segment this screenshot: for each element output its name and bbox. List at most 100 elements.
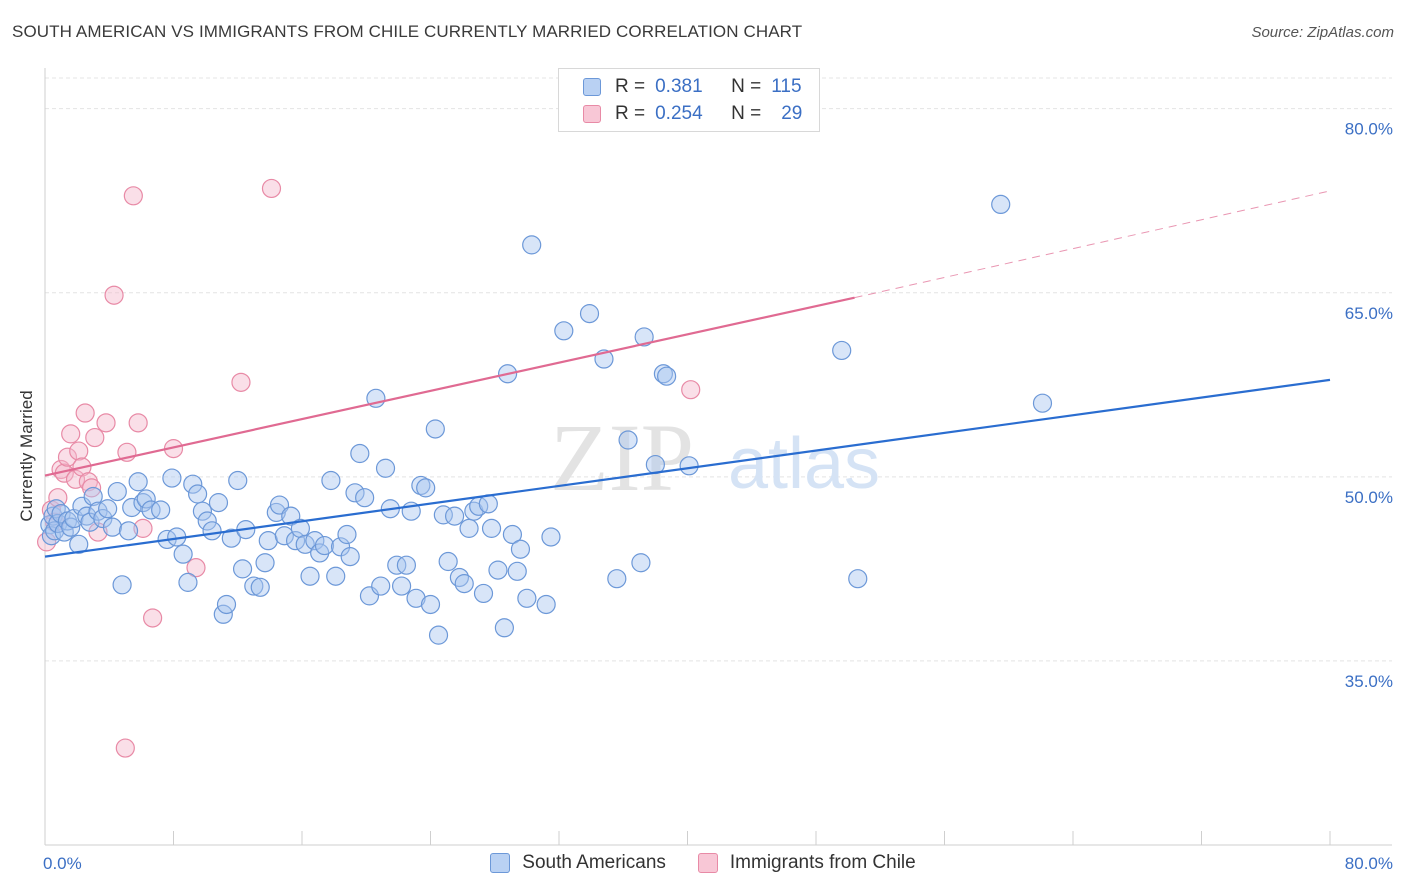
point-chile [186, 558, 206, 578]
point-south-american [197, 511, 217, 531]
point-south-american [98, 499, 118, 519]
point-south-american [420, 594, 441, 615]
point-chile [69, 441, 89, 461]
point-chile [123, 186, 143, 206]
point-south-american [510, 539, 531, 559]
x-tick-label: 80.0% [1345, 854, 1393, 873]
legend-label-south-americans: South Americans [522, 852, 666, 873]
y-tick-label: 80.0% [1345, 120, 1393, 139]
chart-source: Source: ZipAtlas.com [1251, 24, 1394, 41]
point-south-american [345, 483, 365, 503]
point-south-american [83, 486, 103, 507]
point-chile [133, 518, 153, 538]
point-south-american [285, 531, 306, 551]
point-chile [143, 608, 163, 628]
point-south-american [80, 512, 100, 532]
point-south-american [107, 481, 127, 502]
point-south-american [371, 576, 391, 596]
legend-row-south-americans: R = 0.381 N = 115 [583, 75, 806, 99]
trend-line-south-americans [44, 378, 1331, 558]
point-south-american [136, 489, 156, 509]
legend-row-chile: R = 0.254 N = 29 [583, 102, 806, 126]
x-tick-label: 0.0% [43, 854, 82, 873]
chart-title: SOUTH AMERICAN VS IMMIGRANTS FROM CHILE … [12, 22, 803, 41]
point-chile [57, 447, 78, 467]
axes [44, 68, 1392, 846]
legend-r-value: 0.381 [655, 76, 703, 97]
point-south-american [832, 340, 852, 361]
legend-item-south-americans: South Americans [490, 852, 666, 874]
point-south-american [459, 518, 479, 538]
point-chile [115, 738, 135, 758]
point-south-american [502, 524, 523, 545]
point-chile [96, 413, 116, 433]
point-south-american [507, 561, 527, 581]
point-south-american [187, 484, 208, 504]
point-south-american [634, 327, 654, 347]
point-south-american [536, 594, 556, 615]
point-south-american [396, 555, 417, 575]
point-chile [85, 427, 105, 448]
point-south-american [128, 472, 148, 492]
tick-labels: 35.0% 50.0% 65.0% 80.0% 0.0% 80.0% [43, 120, 1393, 873]
y-tick-label: 65.0% [1345, 304, 1393, 323]
point-south-american [192, 501, 213, 521]
point-south-american [133, 493, 153, 513]
point-south-american [274, 526, 294, 546]
point-south-american [517, 588, 537, 608]
point-south-american [337, 524, 357, 545]
point-south-american [391, 576, 412, 596]
point-south-american [221, 528, 241, 548]
point-south-american [232, 559, 253, 579]
trend-line-chile-extension [854, 190, 1331, 299]
series-legend: South Americans Immigrants from Chile [0, 852, 1406, 874]
point-south-american [216, 594, 237, 615]
point-chile [104, 285, 124, 305]
point-chile [681, 380, 701, 400]
point-south-american [428, 625, 449, 645]
point-south-american [607, 569, 627, 589]
point-south-american [473, 583, 494, 604]
watermark-zip: ZIP [550, 404, 694, 511]
point-south-american [112, 575, 132, 595]
point-south-american [141, 500, 161, 520]
point-south-american [340, 547, 360, 567]
point-south-american [295, 534, 315, 554]
point-chile [75, 403, 95, 423]
legend-r-label: R = [615, 103, 646, 124]
point-south-american [51, 504, 71, 524]
point-south-american [305, 531, 325, 551]
point-chile [261, 178, 282, 199]
legend-r-label: R = [615, 76, 646, 97]
point-south-american [406, 588, 426, 608]
point-south-american [488, 560, 508, 580]
point-south-american [255, 553, 275, 573]
point-south-american [481, 518, 502, 538]
point-south-american [579, 304, 600, 324]
stats-legend: R = 0.381 N = 115 R = 0.254 N = 29 [558, 68, 820, 132]
point-south-american [69, 534, 89, 554]
point-south-american [1032, 393, 1053, 413]
legend-swatch-blue [490, 853, 511, 873]
point-south-american [54, 522, 74, 542]
point-south-american [162, 468, 182, 488]
point-south-american [494, 618, 514, 638]
point-south-american [454, 574, 474, 594]
point-south-american [202, 521, 222, 541]
point-south-american [438, 551, 458, 572]
point-chile [61, 424, 81, 444]
point-south-american [228, 470, 248, 491]
y-tick-label: 35.0% [1345, 672, 1393, 691]
point-south-american [387, 555, 407, 575]
legend-item-chile: Immigrants from Chile [697, 852, 916, 874]
point-south-american [258, 531, 278, 551]
point-south-american [541, 527, 561, 547]
point-south-american [300, 566, 320, 586]
point-south-american [657, 366, 677, 386]
point-south-american [321, 470, 341, 491]
legend-swatch-blue [583, 78, 601, 96]
point-south-american [326, 566, 346, 586]
series-chile-points [37, 178, 701, 758]
point-south-american [631, 553, 651, 573]
